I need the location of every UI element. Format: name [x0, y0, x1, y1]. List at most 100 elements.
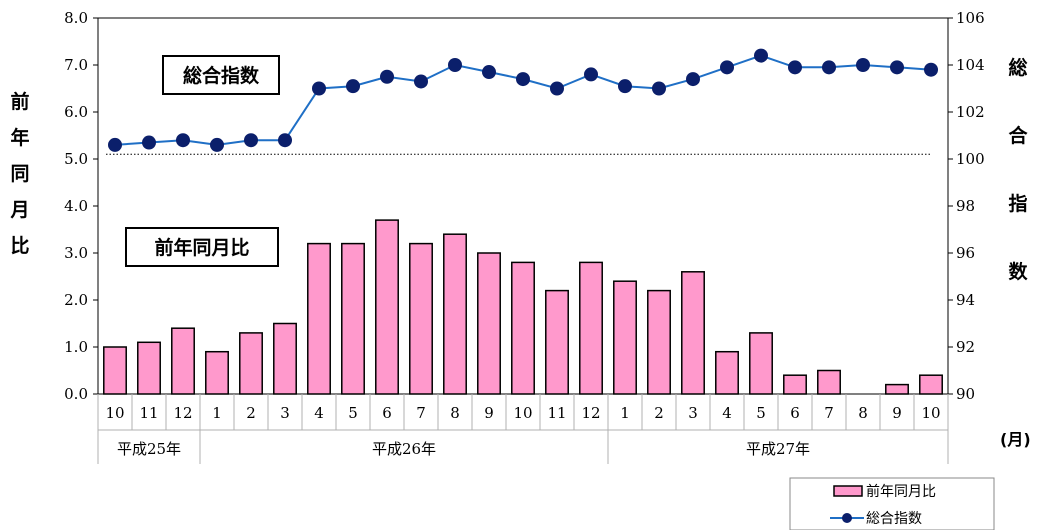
left-tick-label: 3.0 — [64, 244, 88, 262]
index-point — [244, 133, 258, 148]
bar — [375, 219, 399, 395]
right-tick-label: 100 — [956, 150, 985, 168]
category-label: 11 — [547, 404, 566, 422]
index-point — [754, 48, 768, 63]
annotation-index-text: 総合指数 — [183, 64, 260, 87]
bar — [681, 271, 705, 395]
year-label: 平成25年 — [117, 440, 181, 458]
index-point — [516, 72, 530, 87]
annotation-yoy-text: 前年同月比 — [154, 236, 249, 259]
index-point — [312, 81, 326, 96]
category-label: 5 — [756, 404, 766, 422]
category-label: 3 — [280, 404, 290, 422]
axes-layer — [93, 17, 953, 395]
bar — [511, 261, 535, 395]
left-tick-label: 2.0 — [64, 291, 88, 309]
bar — [919, 374, 943, 395]
right-tick-label: 104 — [956, 56, 985, 74]
category-label: 5 — [348, 404, 358, 422]
legend-swatch-marker — [842, 513, 852, 523]
category-label: 7 — [416, 404, 426, 422]
annotation-box-index: 総合指数 — [162, 55, 280, 95]
month-unit-label: (月) — [1000, 430, 1031, 449]
legend-label-yoy: 前年同月比 — [866, 483, 936, 500]
index-point — [822, 60, 836, 75]
category-label: 12 — [173, 404, 192, 422]
category-label: 12 — [581, 404, 600, 422]
bar — [171, 327, 195, 395]
category-label: 6 — [382, 404, 392, 422]
category-label: 10 — [105, 404, 124, 422]
right-tick-label: 94 — [956, 291, 975, 309]
legend: 前年同月比 総合指数 — [789, 477, 995, 530]
category-label: 9 — [892, 404, 902, 422]
right-tick-label: 90 — [956, 385, 975, 403]
left-axis-label-char: 前 — [10, 90, 29, 113]
left-tick-label: 4.0 — [64, 197, 88, 215]
index-point — [890, 60, 904, 75]
left-axis-label-char: 同 — [10, 163, 29, 185]
bar — [715, 350, 739, 395]
right-axis-label-char: 合 — [1008, 124, 1028, 147]
left-axis-label-char: 年 — [10, 126, 29, 149]
index-point — [482, 65, 496, 80]
right-tick-label: 96 — [956, 244, 975, 262]
index-point — [142, 135, 156, 150]
bar — [885, 383, 909, 395]
legend-label-index: 総合指数 — [866, 511, 922, 527]
index-point — [788, 60, 802, 75]
bar — [205, 350, 229, 395]
right-tick-label: 98 — [956, 197, 975, 215]
index-point — [652, 81, 666, 96]
index-point — [584, 67, 598, 82]
index-point — [414, 74, 428, 89]
right-tick-label: 106 — [956, 9, 985, 27]
index-point — [210, 137, 224, 152]
bar — [647, 289, 671, 395]
category-label: 9 — [484, 404, 494, 422]
bar — [341, 242, 365, 395]
category-label: 2 — [654, 404, 664, 422]
legend-swatch-bar — [833, 485, 863, 497]
index-point — [346, 79, 360, 94]
line-layer — [108, 48, 938, 152]
bar — [137, 341, 161, 395]
bar — [103, 346, 127, 395]
bar — [613, 280, 637, 395]
text-layer: 0.0 1.0 2.0 3.0 4.0 5.0 6.0 7.0 8.0 90 92 94 96 98 100… — [9, 9, 1028, 403]
category-label: 7 — [824, 404, 834, 422]
category-label: 1 — [212, 404, 222, 422]
category-label: 3 — [688, 404, 698, 422]
index-point — [720, 60, 734, 75]
bar — [477, 252, 501, 395]
left-tick-label: 0.0 — [64, 385, 88, 403]
bar — [545, 289, 569, 395]
right-axis-label-char: 数 — [1008, 260, 1028, 283]
right-tick-label: 102 — [956, 103, 985, 121]
index-point — [380, 69, 394, 84]
index-point — [856, 58, 870, 72]
left-tick-label: 8.0 — [64, 9, 88, 27]
index-point — [278, 133, 292, 148]
left-axis-label-char: 月 — [9, 199, 29, 221]
bars-layer — [103, 219, 943, 395]
bar — [579, 261, 603, 395]
annotation-box-yoy: 前年同月比 — [125, 227, 279, 267]
left-tick-label: 5.0 — [64, 150, 88, 168]
left-tick-label: 1.0 — [64, 338, 88, 356]
category-label: 8 — [450, 404, 460, 422]
index-point — [448, 58, 462, 72]
bar — [273, 322, 297, 395]
index-point — [176, 133, 190, 148]
left-axis-label-char: 比 — [10, 235, 29, 257]
bar — [783, 374, 807, 395]
category-label: 10 — [513, 404, 532, 422]
category-label: 1 — [620, 404, 630, 422]
category-label: 11 — [139, 404, 158, 422]
category-label: 10 — [921, 404, 940, 422]
right-tick-label: 92 — [956, 338, 975, 356]
category-label: 2 — [246, 404, 256, 422]
category-label: 4 — [314, 404, 324, 422]
bar — [307, 242, 331, 395]
